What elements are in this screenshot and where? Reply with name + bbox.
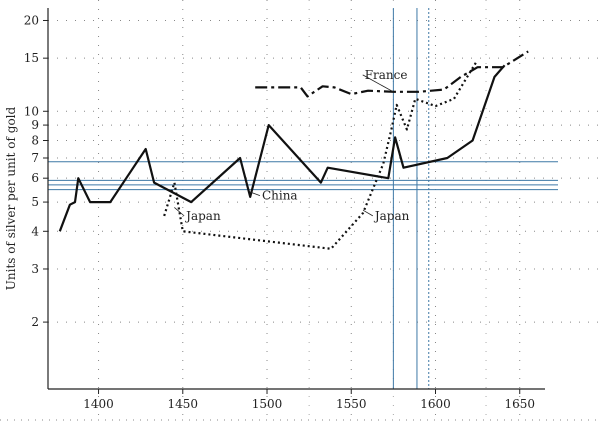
y-tick-label: 4	[31, 224, 39, 238]
annotation-label: China	[262, 189, 298, 203]
series-japan-line	[163, 62, 477, 250]
series-france-line	[255, 50, 529, 98]
y-axis-label: Units of silver per unit of gold	[4, 106, 18, 290]
annotation-pointer	[362, 209, 374, 217]
y-tick-label: 10	[24, 104, 39, 118]
y-tick-label: 2	[31, 315, 39, 329]
y-tick-label: 7	[31, 151, 39, 165]
annotation-label: Japan	[373, 209, 410, 223]
x-tick-label: 1600	[420, 397, 451, 411]
y-tick-label: 3	[31, 262, 39, 276]
x-tick-label: 1450	[168, 397, 199, 411]
y-tick-label: 5	[31, 195, 39, 209]
annotations-layer: France China Japan Japan	[174, 68, 410, 223]
annotation-pointer	[250, 191, 261, 197]
series-layer	[58, 50, 529, 250]
series-china-line	[58, 64, 506, 232]
reference-lines	[48, 8, 558, 389]
y-tick-label: 20	[24, 13, 39, 27]
x-tick-label: 1500	[252, 397, 283, 411]
annotation-label: Japan	[184, 209, 221, 223]
annotation-pointer	[174, 207, 185, 217]
annotation-label: France	[365, 68, 408, 82]
x-tick-label: 1550	[336, 397, 367, 411]
y-tick-label: 9	[31, 118, 39, 132]
x-tick-label: 1400	[83, 397, 114, 411]
y-tick-label: 6	[31, 171, 39, 185]
y-tick-label: 8	[31, 134, 39, 148]
axes-layer: 2 3 4 5 6 7 8 910 15 20 1400 1450 1500 1550 1600 1650	[24, 8, 545, 411]
x-tick-label: 1650	[504, 397, 535, 411]
annotation-pointer	[362, 74, 394, 93]
y-tick-label: 15	[24, 51, 39, 65]
